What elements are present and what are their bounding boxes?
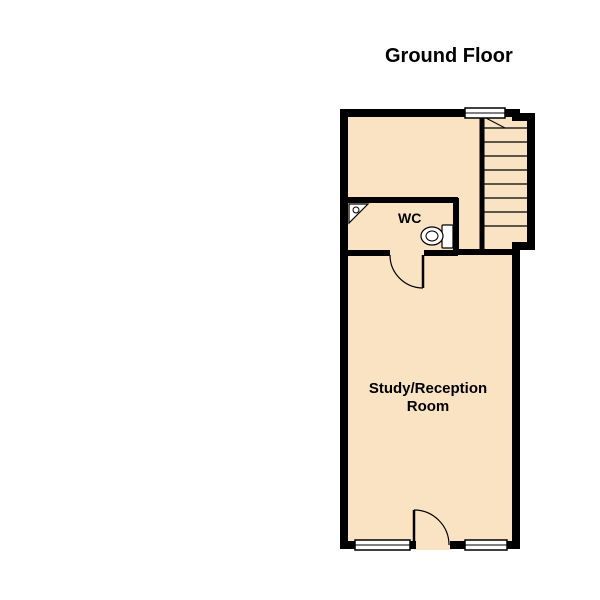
study-label-line1: Study/Reception Room: [369, 380, 487, 415]
stair-floor: [480, 113, 535, 248]
window-bottom-right: [465, 540, 507, 550]
floorplan-svg: [0, 0, 600, 600]
wc-label: WC: [398, 210, 421, 227]
window-top: [465, 108, 505, 118]
study-label: Study/Reception Room: [353, 380, 503, 416]
floorplan-canvas: Ground Floor: [0, 0, 600, 600]
window-bottom-left: [355, 540, 410, 550]
door-gap-bottom: [414, 540, 452, 550]
